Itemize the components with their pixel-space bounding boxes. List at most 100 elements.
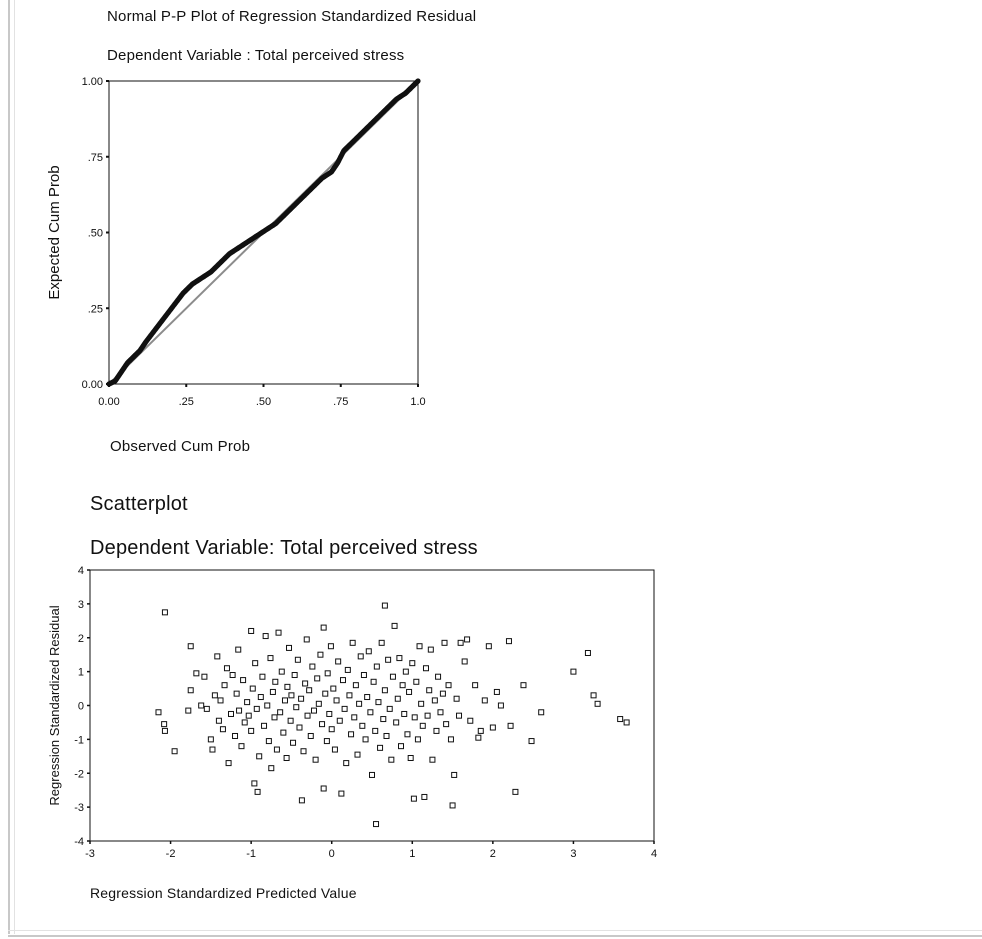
- scatter-data-point: [328, 726, 335, 733]
- scatter-data-point: [277, 709, 284, 716]
- scatter-data-point: [505, 638, 512, 645]
- scatter-data-point: [315, 700, 322, 707]
- scatter-data-point: [296, 724, 303, 731]
- scatter-data-point: [404, 731, 411, 738]
- scatter-data-point: [259, 673, 266, 680]
- scatter-data-point: [320, 785, 327, 792]
- scatter-y-tick-label: 2: [78, 633, 84, 645]
- scatter-data-point: [461, 658, 468, 665]
- scatter-data-point: [322, 690, 329, 697]
- scatter-data-point: [294, 656, 301, 663]
- scatter-data-point: [309, 663, 316, 670]
- scatter-data-point: [422, 665, 429, 672]
- scatter-data-point: [338, 790, 345, 797]
- scatter-data-point: [378, 639, 385, 646]
- scatter-data-point: [287, 717, 294, 724]
- scatter-data-point: [304, 712, 311, 719]
- scatter-data-point: [414, 736, 421, 743]
- scatter-data-point: [409, 660, 416, 667]
- scatter-data-point: [348, 731, 355, 738]
- scatter-x-tick-label: 2: [490, 848, 496, 860]
- scatter-data-point: [207, 736, 214, 743]
- scatter-data-point: [253, 705, 260, 712]
- scatter-data-point: [464, 636, 471, 643]
- scatter-data-point: [453, 695, 460, 702]
- scatter-data-point: [280, 729, 287, 736]
- scatter-data-point: [232, 732, 239, 739]
- scatter-data-point: [528, 738, 535, 745]
- scatter-data-point: [365, 648, 372, 655]
- scatter-data-point: [286, 644, 293, 651]
- pp-plot-x-axis-label: Observed Cum Prob: [110, 438, 251, 455]
- scatter-data-point: [187, 643, 194, 650]
- scatter-data-point: [383, 732, 390, 739]
- scatter-data-point: [485, 643, 492, 650]
- scatter-data-point: [319, 721, 326, 728]
- scatter-data-point: [248, 627, 255, 634]
- scatter-data-point: [391, 622, 398, 629]
- scatter-data-point: [269, 688, 276, 695]
- scatter-data-point: [215, 717, 222, 724]
- scatterplot-x-axis-label: Regression Standardized Predicted Value: [90, 885, 357, 901]
- scatter-x-tick-label: 4: [651, 848, 657, 860]
- scatter-data-point: [623, 719, 630, 726]
- scatter-data-point: [203, 705, 210, 712]
- scatter-data-point: [520, 682, 527, 689]
- scatter-data-point: [278, 668, 285, 675]
- scatter-y-tick-label: 1: [78, 667, 84, 679]
- scatter-data-point: [256, 753, 263, 760]
- scatter-data-point: [584, 649, 591, 656]
- scatter-data-point: [265, 738, 272, 745]
- scatter-data-point: [433, 727, 440, 734]
- scatter-data-point: [424, 712, 431, 719]
- scatter-data-point: [393, 719, 400, 726]
- scatter-data-point: [257, 694, 264, 701]
- scatter-data-point: [268, 765, 275, 772]
- scatter-data-point: [201, 673, 208, 680]
- scatter-data-point: [228, 710, 234, 717]
- scatter-y-tick-label: -1: [74, 734, 84, 746]
- pp-data-point: [415, 78, 421, 84]
- pp-x-tick-label: .75: [333, 396, 348, 408]
- scatter-data-point: [538, 709, 545, 716]
- scatter-data-point: [617, 716, 624, 723]
- scatter-data-point: [235, 646, 242, 653]
- scatter-data-point: [310, 707, 317, 714]
- scatter-data-point: [300, 748, 307, 755]
- scatter-data-point: [302, 680, 309, 687]
- scatter-data-point: [451, 771, 458, 778]
- scatter-data-point: [341, 705, 348, 712]
- scatter-data-point: [323, 738, 330, 745]
- scatter-data-point: [377, 744, 384, 751]
- scatter-data-point: [193, 670, 200, 677]
- scatter-data-point: [407, 755, 414, 762]
- scatter-data-point: [267, 655, 274, 662]
- scatter-data-point: [335, 658, 342, 665]
- scatter-data-point: [281, 697, 288, 704]
- scatter-data-point: [385, 656, 392, 663]
- pp-x-tick-label: 1.0: [410, 396, 425, 408]
- scatter-data-point: [161, 721, 168, 728]
- scatter-data-point: [449, 802, 456, 809]
- scatter-data-point: [254, 788, 261, 795]
- scatter-data-point: [271, 714, 278, 721]
- pp-y-tick-label: 1.00: [82, 76, 103, 88]
- scatter-data-point: [570, 668, 577, 675]
- scatter-data-point: [298, 797, 305, 804]
- scatter-y-tick-label: -3: [74, 802, 84, 814]
- scatter-x-tick-label: 3: [570, 848, 576, 860]
- pp-plot-subtitle: Dependent Variable : Total perceived str…: [107, 47, 405, 64]
- scatterplot-frame: [89, 569, 655, 842]
- scatter-data-point: [443, 721, 450, 728]
- scatter-data-point: [419, 722, 426, 729]
- scatter-data-point: [352, 682, 359, 689]
- scatter-data-point: [171, 748, 178, 755]
- scatter-data-point: [351, 714, 358, 721]
- scatter-data-point: [435, 673, 442, 680]
- scatter-data-point: [288, 692, 295, 699]
- scatter-data-point: [221, 682, 228, 689]
- scatter-data-point: [445, 682, 452, 689]
- scatterplot-y-axis-label: Regression Standardized Residual: [47, 605, 62, 805]
- pp-x-tick-label: .25: [179, 396, 194, 408]
